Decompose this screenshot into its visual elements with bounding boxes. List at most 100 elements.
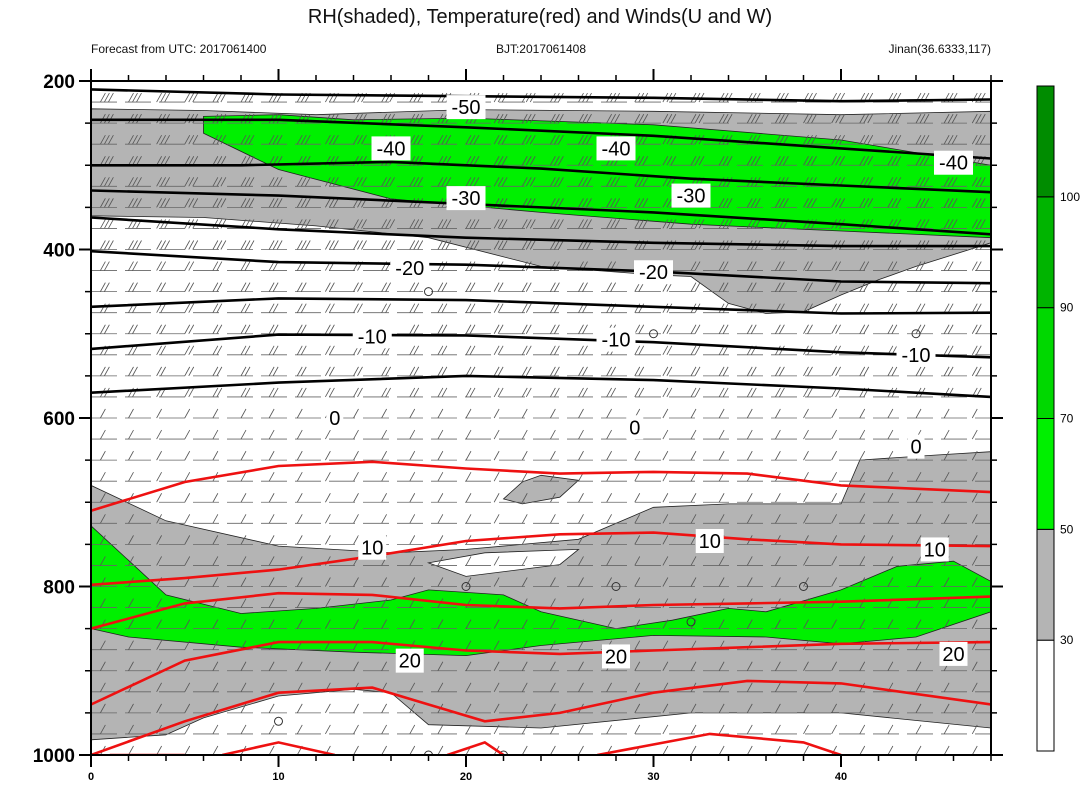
wind-barb [164,92,170,103]
wind-barb [947,219,954,229]
wind-barb [606,177,612,187]
wind-barb [437,619,444,629]
wind-barb [437,471,444,482]
wind-barb [437,134,444,145]
wind-barb [493,682,500,693]
wind-barb [550,450,556,461]
wind-barb [212,134,219,145]
wind-barb [803,408,809,419]
wind-barb [887,113,894,124]
wind-barb [521,387,528,398]
wind-barb [887,577,894,587]
wind-barb [947,303,954,313]
wind-barb [606,387,612,398]
wind-barb [381,471,387,482]
station-string: Jinan(36.6333,117) [888,42,991,56]
wind-barb [437,450,444,461]
wind-barb [409,535,416,545]
wind-barb [690,408,697,419]
wind-barb [445,134,452,145]
wind-barb [943,493,950,503]
wind-barb [465,661,472,671]
wind-barb [240,661,247,671]
wind-barb [357,240,363,250]
wind-barb [268,724,275,735]
wind-barb [971,429,978,440]
wind-barb [923,219,930,229]
wind-barb [662,219,669,229]
wind-barb [803,113,809,124]
wind-barb [811,134,817,145]
black-isotherm [91,160,991,194]
wind-barb [325,450,331,461]
wind-barb [156,177,162,187]
wind-barb [268,177,275,187]
wind-barb [100,324,106,334]
wind-barb [803,703,809,714]
wind-barb [296,535,303,545]
wind-barb [497,282,504,292]
wind-barb [192,177,199,187]
wind-barb [240,198,247,208]
wind-barb [381,177,387,187]
wind-barb [971,619,978,629]
wind-barb [357,303,363,313]
wind-barb [831,471,837,482]
colorbar-swatch [1036,418,1055,530]
wind-barb [690,261,697,271]
wind-barb [325,493,331,503]
red-isotherm [91,591,991,630]
wind-barb [437,345,444,356]
wind-barb [353,450,359,461]
wind-barb [754,219,761,229]
wind-barb [666,219,673,229]
wind-barb [718,156,725,166]
wind-barb [975,177,982,187]
wind-barb [775,577,781,587]
wind-barb [381,303,387,313]
wind-barb [783,113,789,124]
wind-barb [582,156,588,166]
colorbar-swatch [1036,196,1055,309]
wind-barb [642,219,649,229]
wind-barb [831,577,837,587]
wind-barb [943,745,950,755]
wind-barb [353,535,359,545]
wind-barb [304,177,311,187]
wind-barb [381,661,387,671]
red-isotherm [222,741,336,755]
wind-barb [750,387,757,398]
wind-barb [750,156,757,166]
wind-barb [156,134,162,145]
wind-barb [666,366,673,377]
wind-barb [662,724,669,735]
wind-barb [550,619,556,629]
wind-barb [746,745,753,755]
y-tick-label: 800 [43,578,75,599]
wind-barb [268,514,275,524]
wind-barb [409,703,416,714]
wind-barb [216,134,223,145]
wind-barb [493,619,500,629]
wind-barb [240,703,247,714]
wind-barb [212,640,219,650]
wind-barb [550,661,556,671]
wind-barb [859,577,866,587]
wind-barb [975,113,982,124]
wind-barb [975,261,982,271]
wind-barb [493,134,500,145]
wind-barb [272,240,279,250]
wind-barb [521,514,528,524]
wind-barb [887,324,894,334]
wind-barb [445,177,452,187]
wind-barb [184,703,191,714]
wind-barb [128,745,134,755]
wind-barb [915,724,922,735]
wind-barb [803,450,809,461]
wind-barb [775,703,781,714]
calm-wind-circle [461,582,471,591]
wind-barb [325,598,331,608]
wind-barb [859,198,866,208]
wind-barb [104,366,110,377]
wind-barb [895,113,902,124]
